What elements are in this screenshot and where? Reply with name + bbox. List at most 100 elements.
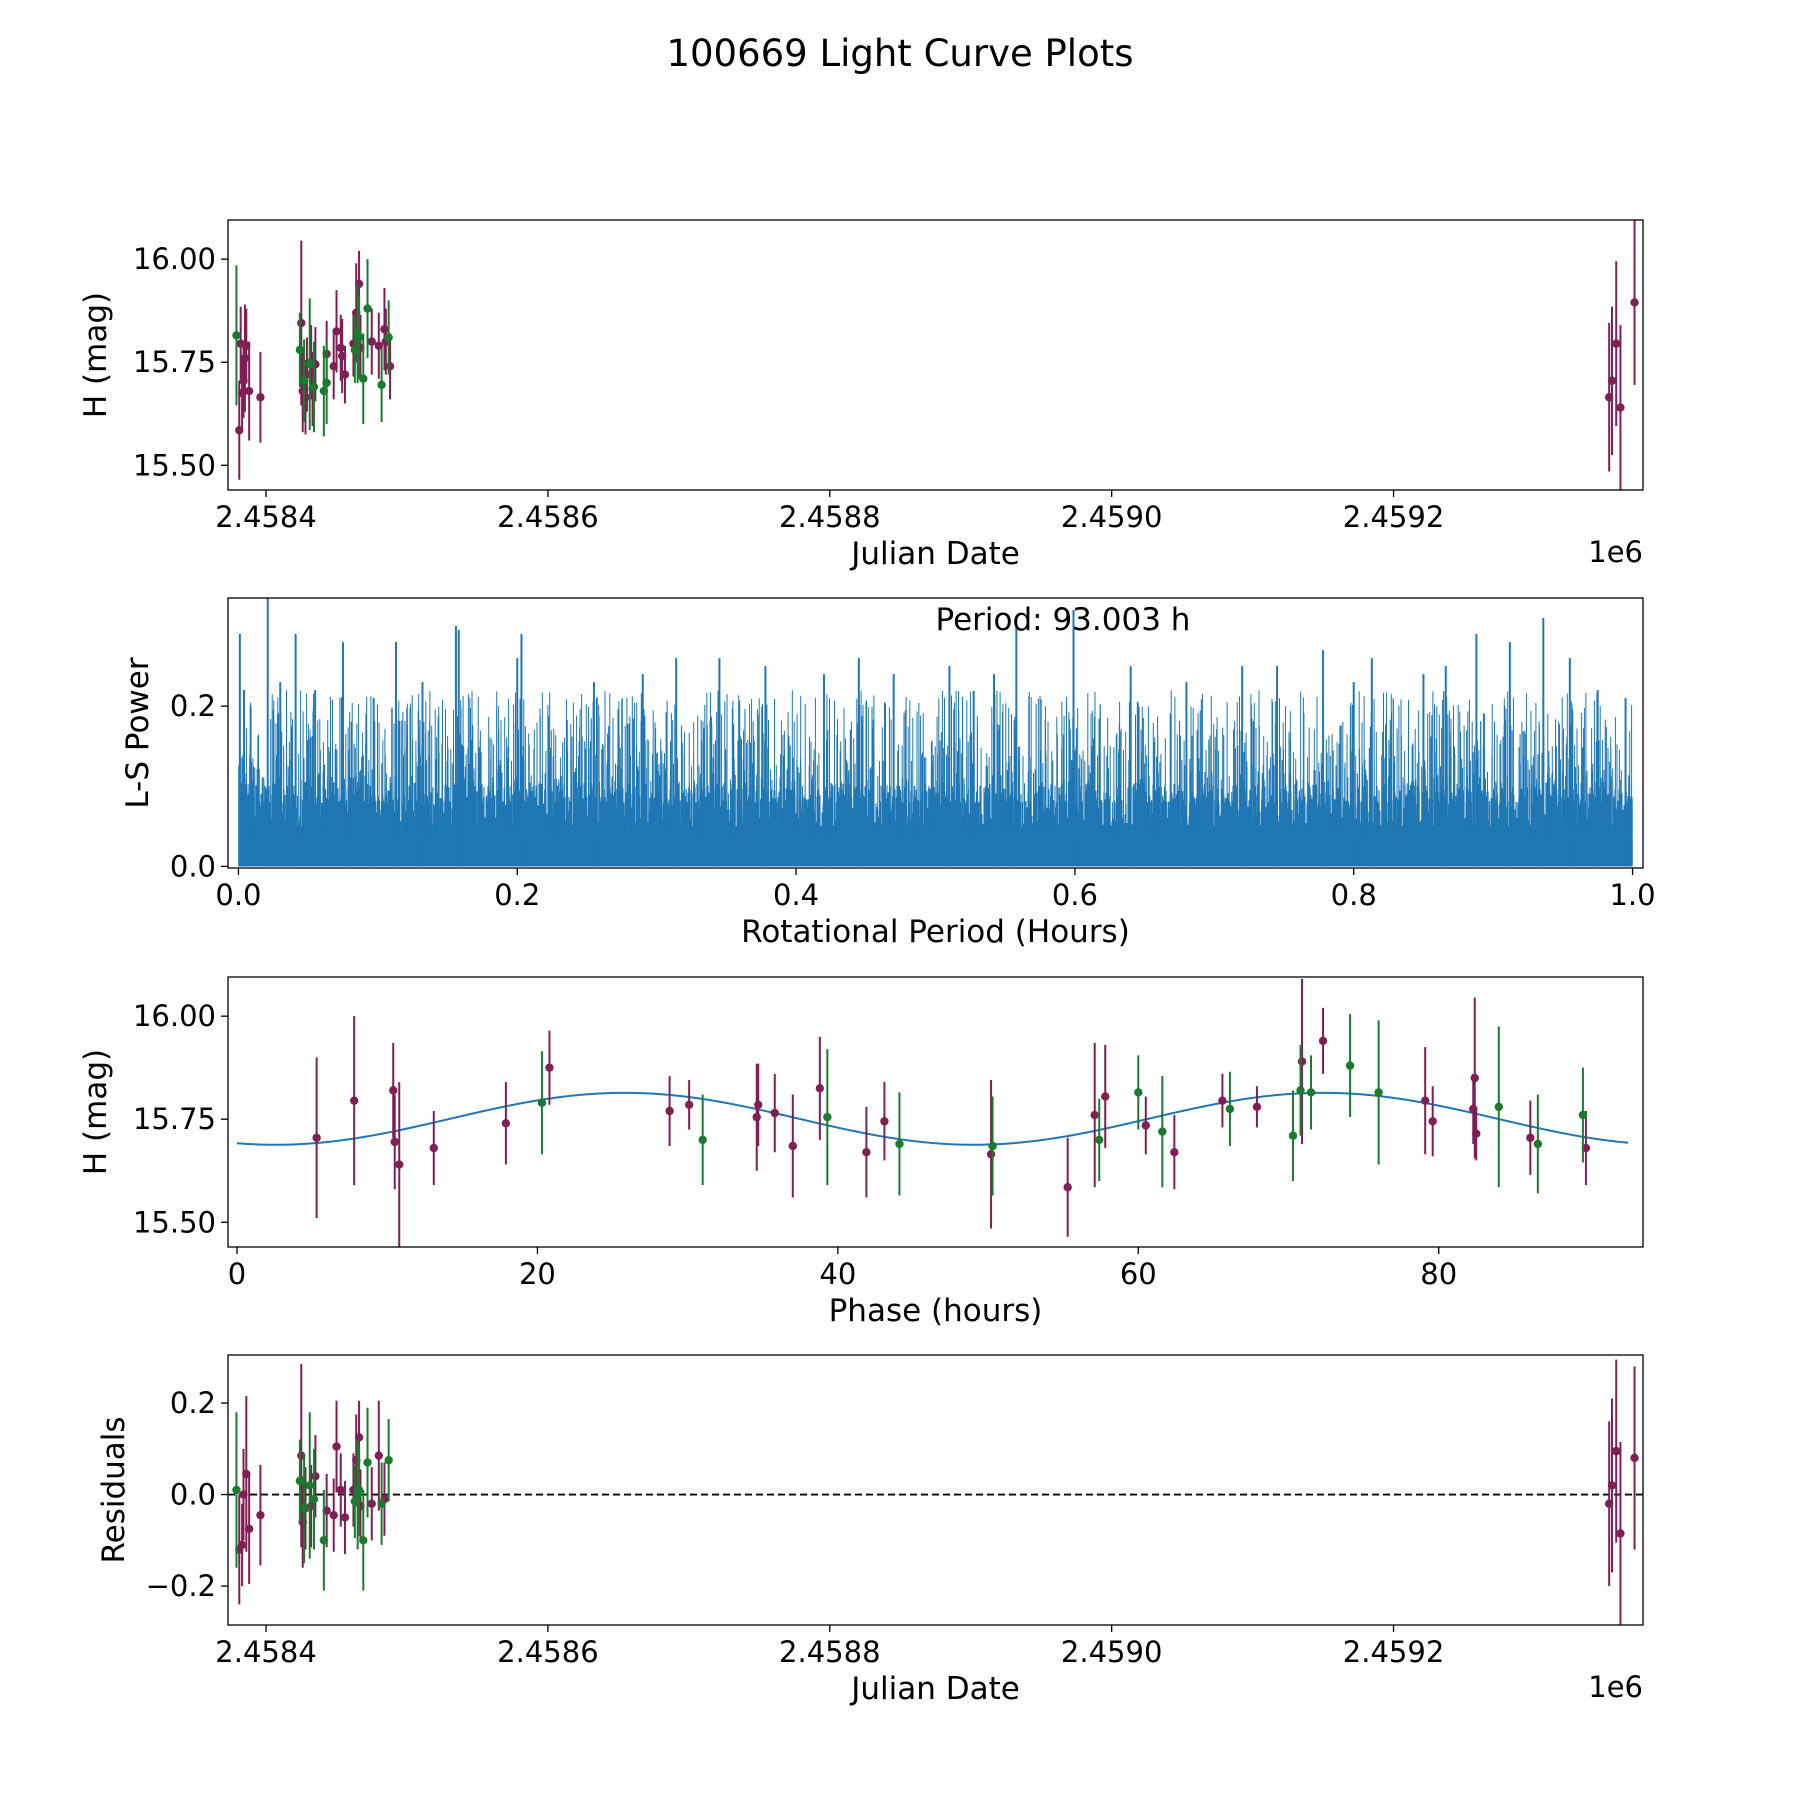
lightcurve-xlabel: Julian Date — [849, 536, 1020, 572]
periodogram-xlabel: Rotational Period (Hours) — [741, 914, 1130, 950]
phased-point-purple-21 — [1141, 1121, 1150, 1130]
phased-point-green-4 — [988, 1141, 997, 1151]
residuals-point-purple-12 — [329, 1510, 338, 1520]
periodogram-xtick-label: 0.8 — [1331, 878, 1377, 912]
period-annotation: Period: 93.003 h — [936, 602, 1191, 638]
phased-point-purple-3 — [390, 1137, 399, 1147]
residuals-xtick-label: 2.4590 — [1061, 1635, 1162, 1669]
lightcurve-point-purple-27 — [380, 325, 389, 334]
lightcurve-point-green-2 — [299, 376, 309, 385]
residuals-point-purple-20 — [367, 1499, 376, 1508]
phased-point-purple-31 — [1472, 1129, 1481, 1138]
residuals-xtick-label: 2.4588 — [779, 1635, 880, 1669]
lightcurve-point-purple-17 — [332, 327, 341, 336]
phased-point-green-9 — [1288, 1131, 1298, 1140]
residuals-xtick-label: 2.4586 — [497, 1635, 598, 1669]
periodogram-ytick-label: 0.2 — [170, 689, 216, 723]
phased-point-purple-11 — [754, 1100, 763, 1109]
phased-xtick-label: 80 — [1420, 1257, 1457, 1291]
phased-point-green-15 — [1533, 1139, 1543, 1149]
phased-point-purple-20 — [1101, 1092, 1110, 1101]
model-fit-line — [236, 1091, 1629, 1146]
figure-title: 100669 Light Curve Plots — [666, 32, 1133, 75]
lightcurve-point-green-4 — [309, 382, 319, 392]
residuals-point-purple-25 — [1612, 1446, 1621, 1456]
lightcurve-point-green-10 — [359, 374, 368, 383]
phased-point-purple-22 — [1170, 1147, 1179, 1157]
lightcurve-point-purple-6 — [244, 386, 254, 396]
phased-point-purple-1 — [349, 1096, 359, 1105]
residuals-point-purple-24 — [1607, 1481, 1617, 1490]
residuals-point-purple-18 — [354, 1433, 364, 1442]
phased-xtick-label: 60 — [1120, 1257, 1157, 1291]
lightcurve-xtick-label: 2.4590 — [1061, 500, 1162, 534]
phased-point-purple-12 — [770, 1108, 779, 1118]
lightcurve-xtick-label: 2.4584 — [215, 500, 316, 534]
lightcurve-point-purple-18 — [336, 343, 345, 352]
lightcurve-point-purple-10 — [301, 393, 310, 402]
lightcurve-point-purple-32 — [1612, 339, 1621, 348]
residuals-ylabel: Residuals — [96, 1416, 132, 1563]
phased-point-green-16 — [1578, 1110, 1588, 1120]
lightcurve-frame — [227, 219, 1644, 491]
phased-point-purple-16 — [880, 1117, 889, 1126]
periodogram-ytick-label: 0.0 — [170, 849, 216, 883]
phased-point-purple-15 — [862, 1147, 871, 1157]
phased-point-green-10 — [1296, 1086, 1305, 1095]
phased-point-purple-0 — [312, 1133, 321, 1142]
lightcurve-point-purple-23 — [354, 279, 364, 289]
phased-point-purple-28 — [1428, 1117, 1437, 1126]
phased-point-green-14 — [1494, 1102, 1503, 1112]
phased-point-green-1 — [698, 1135, 707, 1145]
residuals-point-purple-15 — [340, 1513, 350, 1522]
lightcurve-point-purple-29 — [385, 362, 395, 371]
residuals-point-green-5 — [319, 1536, 329, 1545]
phased-point-purple-32 — [1526, 1133, 1535, 1142]
lightcurve-point-purple-25 — [367, 337, 376, 346]
phased-point-purple-25 — [1297, 1057, 1307, 1066]
residuals-point-purple-5 — [256, 1510, 265, 1520]
residuals-xtick-label: 2.4584 — [215, 1635, 316, 1669]
periodogram-xtick-label: 0.2 — [494, 878, 540, 912]
lightcurve-point-green-3 — [305, 360, 314, 369]
lightcurve-x-offset-label: 1e6 — [1588, 535, 1643, 569]
residuals-point-purple-13 — [332, 1442, 341, 1451]
phased-point-green-2 — [823, 1112, 832, 1122]
phased-point-purple-19 — [1090, 1110, 1099, 1120]
phased-point-purple-18 — [1063, 1183, 1072, 1192]
lightcurve-point-green-11 — [363, 304, 372, 313]
residuals-point-green-12 — [384, 1456, 393, 1465]
residuals-ytick-label: 0.0 — [170, 1478, 216, 1512]
phased-ytick-label: 15.50 — [133, 1205, 216, 1239]
residuals-point-green-11 — [377, 1499, 386, 1508]
residuals-point-purple-27 — [1630, 1453, 1639, 1463]
phased-point-purple-24 — [1252, 1102, 1262, 1112]
phased-ytick-label: 16.00 — [133, 999, 216, 1033]
phased-point-purple-2 — [389, 1086, 398, 1095]
phased-point-purple-30 — [1470, 1073, 1479, 1083]
phased-xtick-label: 0 — [228, 1257, 246, 1291]
lightcurve-point-green-13 — [384, 333, 393, 342]
lightcurve-ytick-label: 15.75 — [133, 345, 216, 379]
residuals-point-green-1 — [295, 1476, 305, 1486]
residuals-point-purple-10 — [311, 1472, 320, 1481]
phased-plot-area — [236, 979, 1629, 1247]
lightcurve-panel: 2.4584 2.4586 2.4588 2.4590 2.4592 15.50 15.75… — [78, 219, 1644, 572]
residuals-point-green-2 — [299, 1504, 309, 1513]
residuals-point-purple-4 — [244, 1524, 254, 1534]
phased-point-purple-7 — [545, 1063, 554, 1072]
phased-point-green-3 — [895, 1139, 904, 1149]
lightcurve-point-green-9 — [354, 333, 364, 342]
lightcurve-point-purple-4 — [240, 353, 250, 363]
lightcurve-point-purple-34 — [1630, 298, 1639, 307]
periodogram-panel: Period: 93.003 h 0.0 0.2 0.4 0.6 0.8 1.0 0.0 0.2… — [120, 597, 1656, 950]
residuals-point-purple-26 — [1616, 1529, 1625, 1538]
residuals-frame — [227, 1354, 1644, 1626]
lightcurve-point-purple-7 — [256, 393, 265, 402]
residuals-point-green-10 — [363, 1458, 372, 1467]
lightcurve-point-purple-31 — [1607, 376, 1617, 385]
lightcurve-ytick-label: 15.50 — [133, 448, 216, 482]
residuals-point-purple-14 — [336, 1485, 345, 1495]
